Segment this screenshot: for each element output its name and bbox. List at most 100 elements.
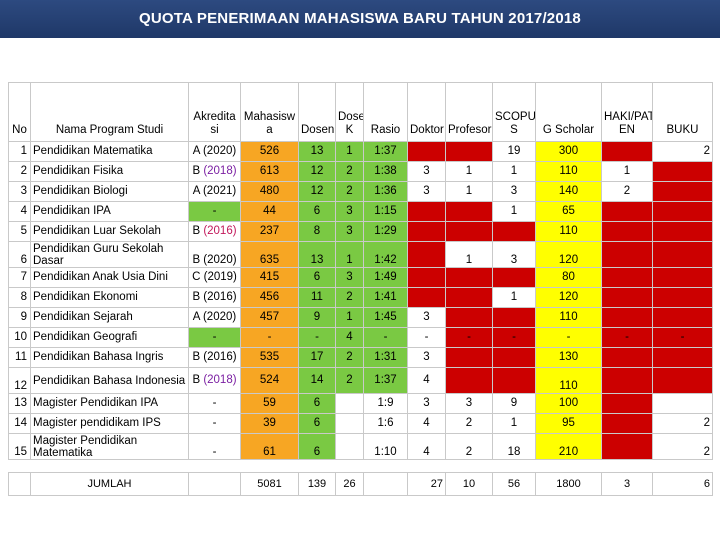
cell-rasio: 1:42 xyxy=(363,241,408,268)
cell-nama: Pendidikan Anak Usia Dini xyxy=(30,267,189,288)
cell-scopus: 3 xyxy=(492,181,536,202)
cell-g-scholar: 80 xyxy=(535,267,602,288)
cell-no: 4 xyxy=(8,201,31,222)
cell-dosen: 6 xyxy=(298,433,336,460)
cell-haki xyxy=(601,433,653,460)
cell-doktor: 3 xyxy=(407,161,446,182)
cell-mahasiswa: 524 xyxy=(240,367,299,394)
header-doktor: Doktor xyxy=(407,82,446,142)
cell-buku xyxy=(652,267,713,288)
cell-scopus: 1 xyxy=(492,413,536,434)
cell-buku: 2 xyxy=(652,413,713,434)
cell-dosen: 17 xyxy=(298,347,336,368)
cell-g-scholar: 110 xyxy=(535,221,602,242)
cell-rasio: 1:6 xyxy=(363,413,408,434)
cell-no: 13 xyxy=(8,393,31,414)
cell-buku xyxy=(652,161,713,182)
page-title: QUOTA PENERIMAAN MAHASISWA BARU TAHUN 20… xyxy=(139,10,581,27)
cell-profesor xyxy=(445,267,493,288)
table-row: 3 Pendidikan Biologi A (2021) 480 12 2 1… xyxy=(8,181,713,202)
cell-profesor: - xyxy=(445,327,493,348)
table-row: 11 Pendidikan Bahasa Ingris B (2016) 535… xyxy=(8,347,713,368)
title-bar: QUOTA PENERIMAAN MAHASISWA BARU TAHUN 20… xyxy=(0,0,720,38)
header-scopus: SCOPU S xyxy=(492,82,536,142)
cell-scopus xyxy=(492,307,536,328)
cell-profesor xyxy=(445,221,493,242)
cell-doktor: 3 xyxy=(407,347,446,368)
cell-dosen: 11 xyxy=(298,287,336,308)
cell-no: 11 xyxy=(8,347,31,368)
cell-mahasiswa: 44 xyxy=(240,201,299,222)
total-haki: 3 xyxy=(601,472,653,496)
cell-buku xyxy=(652,287,713,308)
cell-nama: Pendidikan Geografi xyxy=(30,327,189,348)
cell-haki: 2 xyxy=(601,181,653,202)
cell-mahasiswa: 415 xyxy=(240,267,299,288)
cell-doktor: 3 xyxy=(407,181,446,202)
cell-mahasiswa: 59 xyxy=(240,393,299,414)
table-row: 5 Pendidikan Luar Sekolah B (2016) 237 8… xyxy=(8,221,713,242)
cell-no: 9 xyxy=(8,307,31,328)
cell-akreditasi: - xyxy=(188,201,241,222)
cell-rasio: 1:41 xyxy=(363,287,408,308)
cell-dosen-k: 2 xyxy=(335,347,364,368)
cell-nama: Pendidikan Fisika xyxy=(30,161,189,182)
header-buku: BUKU xyxy=(652,82,713,142)
cell-no: 10 xyxy=(8,327,31,348)
cell-no: 3 xyxy=(8,181,31,202)
cell-g-scholar: 120 xyxy=(535,241,602,268)
cell-nama: Pendidikan Luar Sekolah xyxy=(30,221,189,242)
cell-no: 14 xyxy=(8,413,31,434)
table-row: 7 Pendidikan Anak Usia Dini C (2019) 415… xyxy=(8,267,713,288)
cell-g-scholar: 120 xyxy=(535,287,602,308)
cell-dosen: 13 xyxy=(298,141,336,162)
cell-doktor: 4 xyxy=(407,367,446,394)
cell-doktor xyxy=(407,141,446,162)
cell-scopus: 1 xyxy=(492,161,536,182)
cell-g-scholar: 140 xyxy=(535,181,602,202)
cell-doktor: 3 xyxy=(407,393,446,414)
cell-dosen-k: 4 xyxy=(335,327,364,348)
cell-profesor xyxy=(445,307,493,328)
cell-scopus: 19 xyxy=(492,141,536,162)
cell-buku: 2 xyxy=(652,141,713,162)
header-haki-paten: HAKI/PAT EN xyxy=(601,82,653,142)
table-row: 12 Pendidikan Bahasa Indonesia B (2018) … xyxy=(8,367,713,394)
cell-buku xyxy=(652,393,713,414)
cell-g-scholar: 110 xyxy=(535,307,602,328)
cell-no: 5 xyxy=(8,221,31,242)
cell-haki xyxy=(601,347,653,368)
cell-mahasiswa: 39 xyxy=(240,413,299,434)
cell-dosen: 6 xyxy=(298,267,336,288)
header-mahasiswa: Mahasisw a xyxy=(240,82,299,142)
total-doktor: 27 xyxy=(407,472,446,496)
cell-dosen-k: 2 xyxy=(335,287,364,308)
cell-scopus xyxy=(492,367,536,394)
cell-g-scholar: - xyxy=(535,327,602,348)
cell-rasio: 1:31 xyxy=(363,347,408,368)
cell-buku xyxy=(652,347,713,368)
cell-dosen: 6 xyxy=(298,201,336,222)
cell-profesor: 1 xyxy=(445,161,493,182)
akreditasi-year: (2018) xyxy=(203,165,237,177)
cell-buku: - xyxy=(652,327,713,348)
cell-doktor xyxy=(407,201,446,222)
cell-scopus xyxy=(492,267,536,288)
total-row: JUMLAH 5081 139 26 27 10 56 1800 3 6 xyxy=(8,472,713,496)
header-no: No xyxy=(8,82,31,142)
cell-rasio: 1:37 xyxy=(363,141,408,162)
table-row: 14 Magister pendidikam IPS - 39 6 1:6 4 … xyxy=(8,413,713,434)
cell-haki xyxy=(601,221,653,242)
cell-profesor: 2 xyxy=(445,433,493,460)
table-row: 2 Pendidikan Fisika B (2018) 613 12 2 1:… xyxy=(8,161,713,182)
cell-akreditasi: B (2018) xyxy=(188,367,241,394)
cell-no: 7 xyxy=(8,267,31,288)
total-label: JUMLAH xyxy=(30,472,189,496)
table-row: 15 Magister Pendidikan Matematika - 61 6… xyxy=(8,433,713,460)
total-akreditasi-cell xyxy=(188,472,241,496)
cell-haki xyxy=(601,287,653,308)
akreditasi-year: (2016) xyxy=(203,225,237,237)
cell-nama: Pendidikan Bahasa Indonesia xyxy=(30,367,189,394)
cell-g-scholar: 110 xyxy=(535,367,602,394)
cell-dosen: 12 xyxy=(298,181,336,202)
